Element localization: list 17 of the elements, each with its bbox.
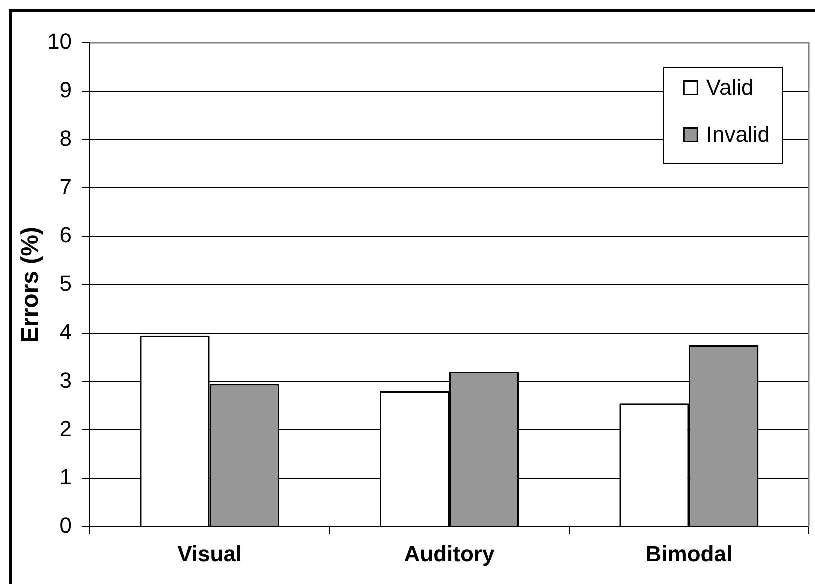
y-tick-label: 2 [60,416,72,442]
y-tick-label: 8 [60,126,72,151]
y-tick-label: 7 [60,174,72,200]
legend-label: Invalid [706,122,770,148]
y-tick-label: 4 [60,319,72,344]
y-axis-title: Errors (%) [17,226,44,344]
x-tick-label: Auditory [404,541,496,566]
y-tick-label: 10 [48,29,72,54]
legend-label: Valid [706,75,754,100]
y-tick-label: 3 [60,368,72,393]
y-tick-label: 0 [60,513,72,538]
y-tick-label: 6 [60,222,72,248]
y-tick-label: 1 [60,464,72,490]
x-tick-label: Bimodal [646,541,733,566]
y-tick-label: 9 [60,77,72,102]
x-tick-label: Visual [178,541,242,566]
y-tick-label: 5 [60,271,72,296]
